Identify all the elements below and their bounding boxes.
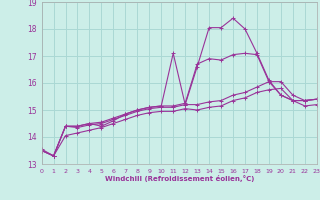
X-axis label: Windchill (Refroidissement éolien,°C): Windchill (Refroidissement éolien,°C) bbox=[105, 175, 254, 182]
